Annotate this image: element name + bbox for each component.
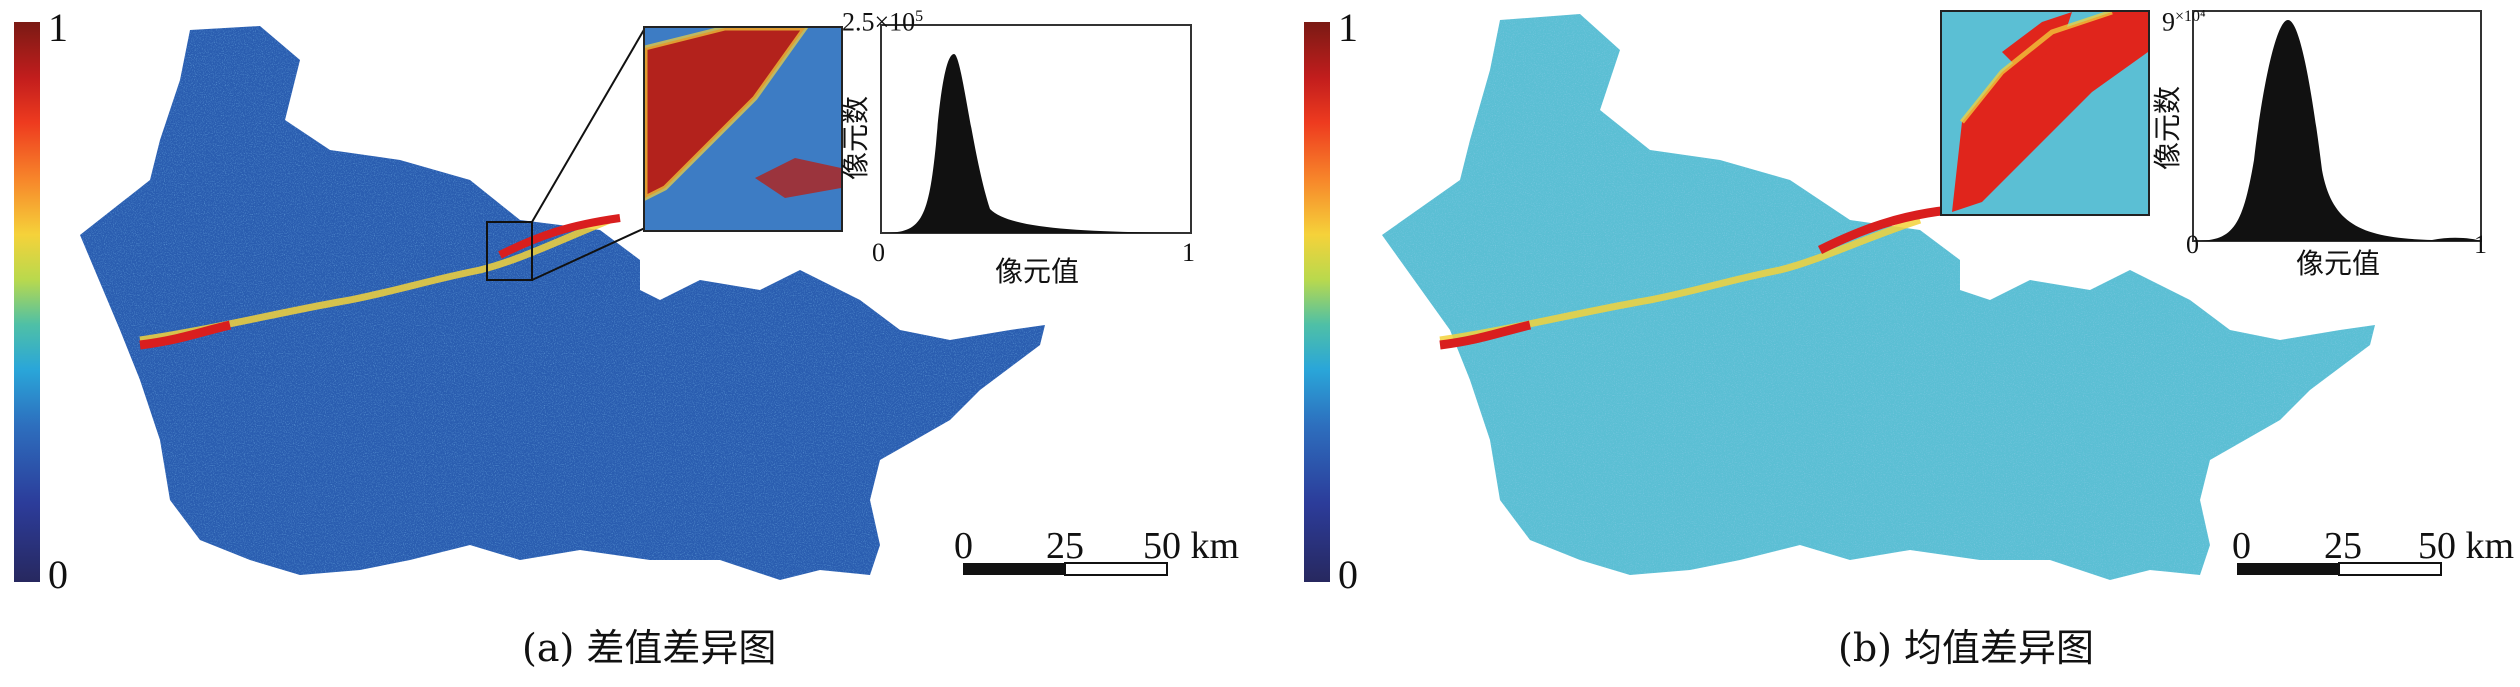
- scalebar-label-0: 0: [954, 525, 973, 567]
- hist-x-min-label: 0: [2186, 230, 2199, 259]
- panel-difference-map: 1 0 2.5×105 0 1 像元值 像元数 0 2: [14, 5, 1240, 670]
- change-belt-red-west: [1439, 320, 1532, 350]
- scalebar-label-25: 25: [1046, 525, 1084, 567]
- change-belt-red-west: [139, 320, 232, 350]
- panel-caption: (b) 均值差异图: [1838, 626, 2095, 670]
- hist-y-max-label: 2.5×105: [842, 7, 924, 37]
- zoom-inset-image: [1940, 10, 2150, 216]
- hist-x-max-label: 1: [1182, 238, 1195, 267]
- hist-y-max-label: 9×10⁴: [2162, 7, 2206, 37]
- colorbar-max-label: 1: [1338, 5, 1358, 50]
- scalebar-label-50km: 50 km: [1143, 525, 1240, 567]
- hist-x-min-label: 0: [872, 238, 885, 267]
- scalebar: [963, 562, 1168, 576]
- difference-map-image: [80, 26, 1045, 580]
- zoom-inset-image: [643, 26, 843, 232]
- change-belt-yellow: [139, 216, 612, 344]
- histogram-plot: [2192, 10, 2482, 242]
- scalebar-label-50km: 50 km: [2418, 525, 2515, 567]
- scalebar: [2237, 562, 2442, 576]
- scalebar-label-25: 25: [2324, 525, 2362, 567]
- panel-caption: (a) 差值差异图: [522, 626, 777, 670]
- colorbar: [14, 22, 40, 582]
- change-belt-red-east: [498, 214, 621, 259]
- change-belt-red-east: [1817, 205, 1951, 255]
- colorbar-max-label: 1: [48, 5, 68, 50]
- change-belt-yellow: [1439, 216, 1922, 344]
- mean-difference-map-image: [1382, 14, 2375, 580]
- zoom-connector-bottom: [531, 227, 646, 281]
- histogram-plot: [880, 24, 1192, 234]
- colorbar-min-label: 0: [48, 552, 68, 597]
- hist-x-axis-label: 像元值: [995, 255, 1080, 288]
- hist-x-max-label: 1: [2474, 230, 2487, 259]
- panel-mean-difference-map: 1 0 9×10⁴ 0 1 像元值 像元数 0 25 50 km: [1290, 0, 2520, 687]
- hist-y-axis-label: 像元数: [2151, 85, 2184, 170]
- zoom-connector-top: [531, 27, 646, 223]
- histogram-distribution: [881, 54, 1191, 233]
- hist-y-axis-label: 像元数: [839, 95, 872, 180]
- colorbar-min-label: 0: [1338, 552, 1358, 597]
- zoom-box: [486, 221, 533, 281]
- histogram-distribution: [2193, 20, 2481, 241]
- colorbar: [1304, 22, 1330, 582]
- hist-x-axis-label: 像元值: [2296, 247, 2381, 280]
- scalebar-label-0: 0: [2232, 525, 2251, 567]
